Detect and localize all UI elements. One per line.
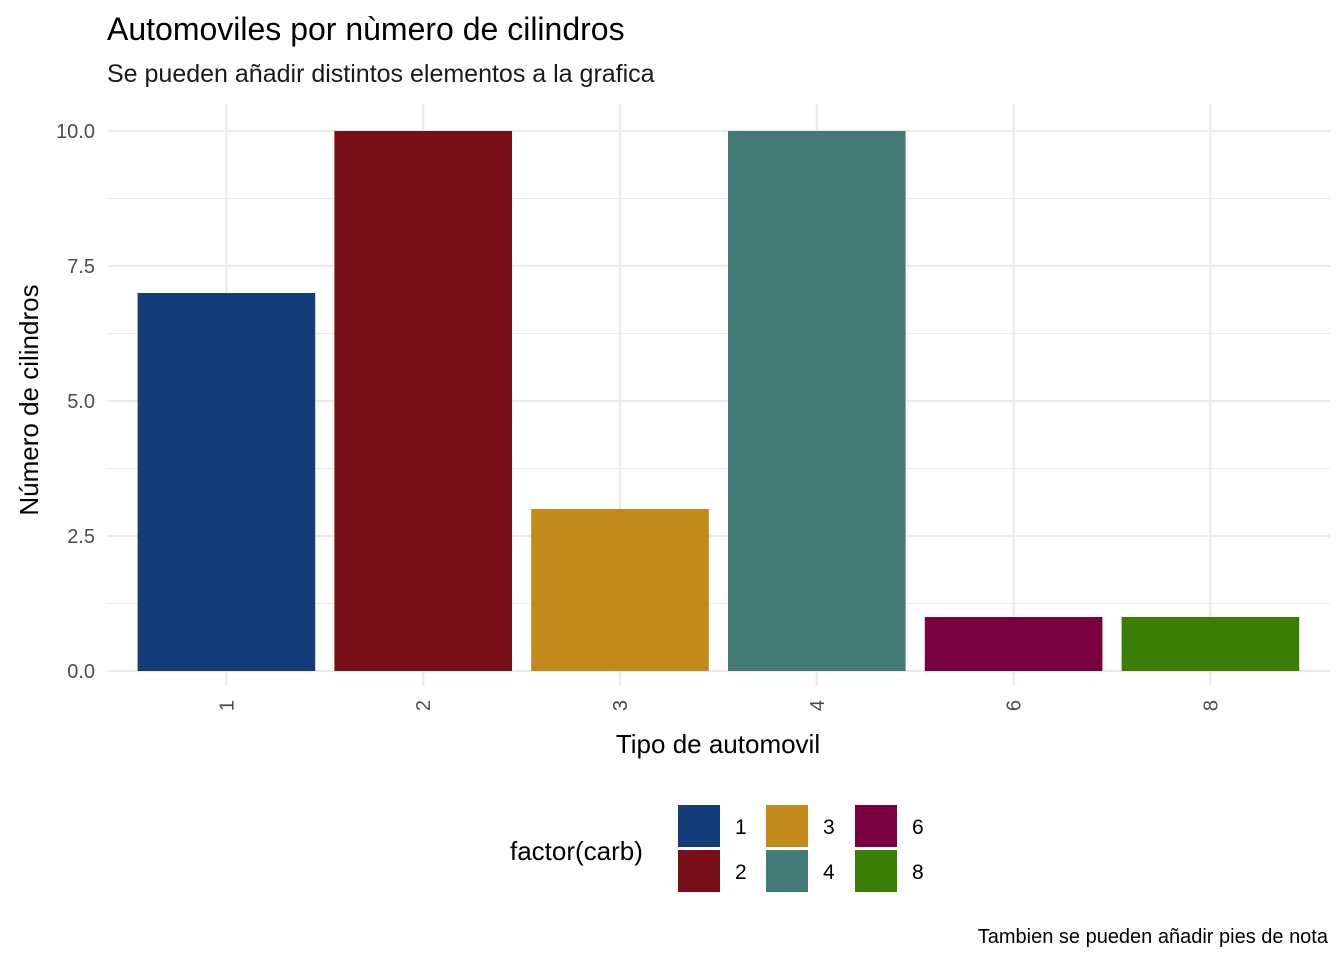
- legend-key-3: [766, 805, 808, 847]
- bar-4: [728, 131, 906, 671]
- y-tick-label: 7.5: [67, 256, 95, 278]
- legend-key-8: [855, 850, 897, 892]
- bars: [137, 131, 1300, 671]
- legend-key-6: [855, 805, 897, 847]
- legend-key-1: [678, 805, 720, 847]
- y-tick-label: 10.0: [56, 121, 95, 143]
- chart-caption: Tambien se pueden añadir pies de nota: [978, 926, 1329, 948]
- x-tick-label: 4: [807, 700, 829, 711]
- y-tick-label: 2.5: [67, 526, 95, 548]
- bar-8: [1121, 617, 1300, 671]
- x-tick-label: 8: [1200, 700, 1222, 711]
- legend-label: 4: [823, 861, 835, 884]
- x-tick-label: 3: [610, 700, 632, 711]
- legend-key-4: [766, 850, 808, 892]
- y-tick-label: 0.0: [67, 661, 95, 683]
- y-tick-label: 5.0: [67, 391, 95, 413]
- y-axis-title: Número de cilindros: [14, 284, 44, 515]
- legend-title: factor(carb): [510, 836, 643, 866]
- legend-label: 8: [912, 861, 924, 884]
- x-axis-title: Tipo de automovil: [616, 729, 820, 759]
- legend-label: 1: [735, 816, 747, 839]
- x-axis-ticks: 1 2 3 4 6 8: [216, 700, 1222, 711]
- x-tick-label: 6: [1004, 700, 1026, 711]
- chart-title: Automoviles por nùmero de cilindros: [107, 11, 625, 47]
- chart-subtitle: Se pueden añadir distintos elementos a l…: [107, 60, 655, 88]
- legend: factor(carb) 1 2 3 4 6 8: [510, 805, 924, 892]
- legend-label: 2: [735, 861, 747, 884]
- legend-label: 6: [912, 816, 924, 839]
- bar-2: [334, 131, 512, 671]
- bar-1: [137, 293, 316, 671]
- y-axis-ticks: 0.0 2.5 5.0 7.5 10.0: [56, 121, 95, 683]
- bar-6: [924, 617, 1103, 671]
- legend-key-2: [678, 850, 720, 892]
- x-tick-label: 1: [216, 700, 238, 711]
- legend-label: 3: [823, 816, 835, 839]
- x-tick-label: 2: [413, 700, 435, 711]
- bar-3: [531, 509, 709, 671]
